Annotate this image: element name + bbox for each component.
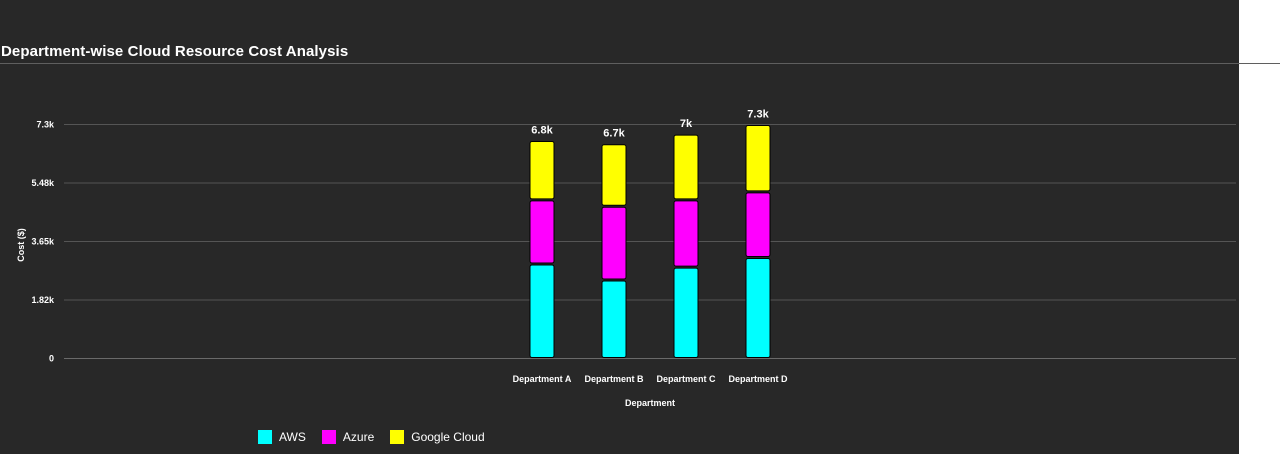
x-tick-label: Department B xyxy=(584,374,644,384)
bar-total-label: 6.8k xyxy=(531,125,553,137)
legend-swatch xyxy=(390,430,405,444)
y-axis-label: Cost ($) xyxy=(16,228,26,262)
bar-segment-azure[interactable] xyxy=(529,200,555,264)
legend-label: Azure xyxy=(342,430,375,444)
x-tick-label: Department A xyxy=(513,374,572,384)
y-tick-label: 1.82k xyxy=(31,295,55,305)
legend-label: AWS xyxy=(279,430,306,444)
bar-total-label: 7.3k xyxy=(747,109,769,121)
title-divider xyxy=(0,63,1280,64)
legend-item-aws[interactable]: AWS xyxy=(258,430,306,444)
bar-segment-google-cloud[interactable] xyxy=(673,134,699,200)
x-tick-label: Department C xyxy=(656,374,716,384)
legend-label: Google Cloud xyxy=(411,430,485,444)
bar-segment-aws[interactable] xyxy=(529,264,555,358)
legend-item-google-cloud[interactable]: Google Cloud xyxy=(390,430,485,444)
x-axis-label: Department xyxy=(625,398,675,408)
x-tick-label: Department D xyxy=(728,374,788,384)
bar-segment-azure[interactable] xyxy=(601,206,627,280)
bar-segment-aws[interactable] xyxy=(673,267,699,358)
bar-segment-google-cloud[interactable] xyxy=(529,141,555,200)
bar-segment-aws[interactable] xyxy=(601,280,627,359)
bar-segment-azure[interactable] xyxy=(745,192,771,258)
legend-swatch xyxy=(258,430,272,444)
legend-item-azure[interactable]: Azure xyxy=(321,430,375,444)
bar-total-label: 7k xyxy=(680,118,693,130)
stacked-bar-chart: Cost ($) Department 0 1.82k 3.65k 5.48k 7.3k… xyxy=(16,109,1236,408)
y-tick-label: 7.3k xyxy=(36,120,55,130)
bar-segment-google-cloud[interactable] xyxy=(601,144,627,206)
chart-legend: AWS Azure Google Cloud xyxy=(258,430,485,444)
bar-total-label: 6.7k xyxy=(603,128,625,140)
y-tick-label: 3.65k xyxy=(31,237,55,247)
bar-segment-aws[interactable] xyxy=(745,258,771,359)
bar-segment-google-cloud[interactable] xyxy=(745,125,771,192)
y-tick-label: 0 xyxy=(49,354,54,364)
legend-swatch xyxy=(321,430,336,444)
y-tick-label: 5.48k xyxy=(31,178,55,188)
bar-segment-azure[interactable] xyxy=(673,200,699,267)
chart-title: Department-wise Cloud Resource Cost Anal… xyxy=(1,43,349,60)
